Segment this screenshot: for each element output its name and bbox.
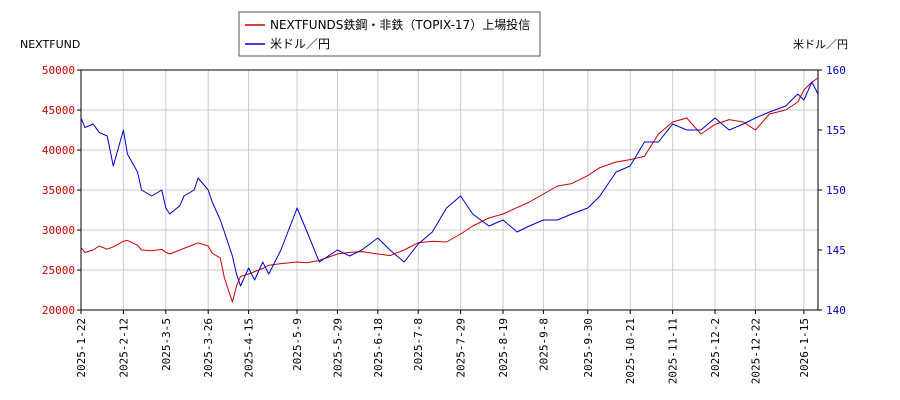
x-tick-label: 2025-1-22 — [75, 318, 88, 378]
left-tick-label: 40000 — [42, 144, 75, 157]
series-line-2 — [80, 81, 819, 287]
x-tick-label: 2025-10-21 — [624, 318, 637, 384]
x-tick-label: 2025-12-2 — [709, 318, 722, 378]
right-axis: 140 145 150 155 160 — [818, 64, 846, 317]
left-axis: 20000 25000 30000 35000 40000 45000 50000 — [42, 64, 81, 317]
x-tick-label: 2025-2-12 — [117, 318, 130, 378]
legend-label-series-2: 米ドル／円 — [270, 37, 330, 51]
left-tick-label: 35000 — [42, 184, 75, 197]
right-tick-label: 140 — [826, 304, 846, 317]
x-tick-label: 2025-7-29 — [455, 318, 468, 378]
series-line-1 — [80, 77, 819, 303]
x-tick-label: 2025-4-15 — [243, 318, 256, 378]
left-tick-label: 25000 — [42, 264, 75, 277]
x-tick-label: 2025-8-19 — [497, 318, 510, 378]
left-tick-label: 20000 — [42, 304, 75, 317]
right-tick-label: 160 — [826, 64, 846, 77]
legend-box — [238, 11, 541, 57]
left-axis-label: NEXTFUND — [20, 38, 80, 51]
x-tick-label: 2025-6-18 — [372, 318, 385, 378]
x-axis: 2025-1-22 2025-2-12 2025-3-5 2025-3-26 2025-… — [75, 310, 811, 384]
x-tick-label: 2025-9-8 — [537, 318, 550, 371]
legend: NEXTFUNDS鉄鋼・非鉄（TOPIX-17）上場投信 米ドル／円 — [238, 11, 541, 57]
left-tick-label: 30000 — [42, 224, 75, 237]
right-tick-label: 145 — [826, 244, 846, 257]
x-tick-label: 2025-11-11 — [667, 318, 680, 384]
legend-label-series-1: NEXTFUNDS鉄鋼・非鉄（TOPIX-17）上場投信 — [270, 17, 530, 32]
grid-lines — [80, 69, 818, 311]
x-tick-label: 2025-9-30 — [582, 318, 595, 378]
right-axis-label: 米ドル／円 — [793, 38, 848, 51]
x-tick-label: 2025-5-29 — [331, 318, 344, 378]
x-tick-label: 2025-5-9 — [291, 318, 304, 371]
right-tick-label: 155 — [826, 124, 846, 137]
x-tick-label: 2025-12-22 — [749, 318, 762, 384]
left-tick-label: 45000 — [42, 104, 75, 117]
x-tick-label: 2025-3-26 — [202, 318, 215, 378]
x-tick-label: 2025-7-8 — [412, 318, 425, 371]
series-layer — [80, 77, 819, 303]
right-tick-label: 150 — [826, 184, 846, 197]
x-tick-label: 2026-1-15 — [798, 318, 811, 378]
x-tick-label: 2025-3-5 — [160, 318, 173, 371]
left-tick-label: 50000 — [42, 64, 75, 77]
